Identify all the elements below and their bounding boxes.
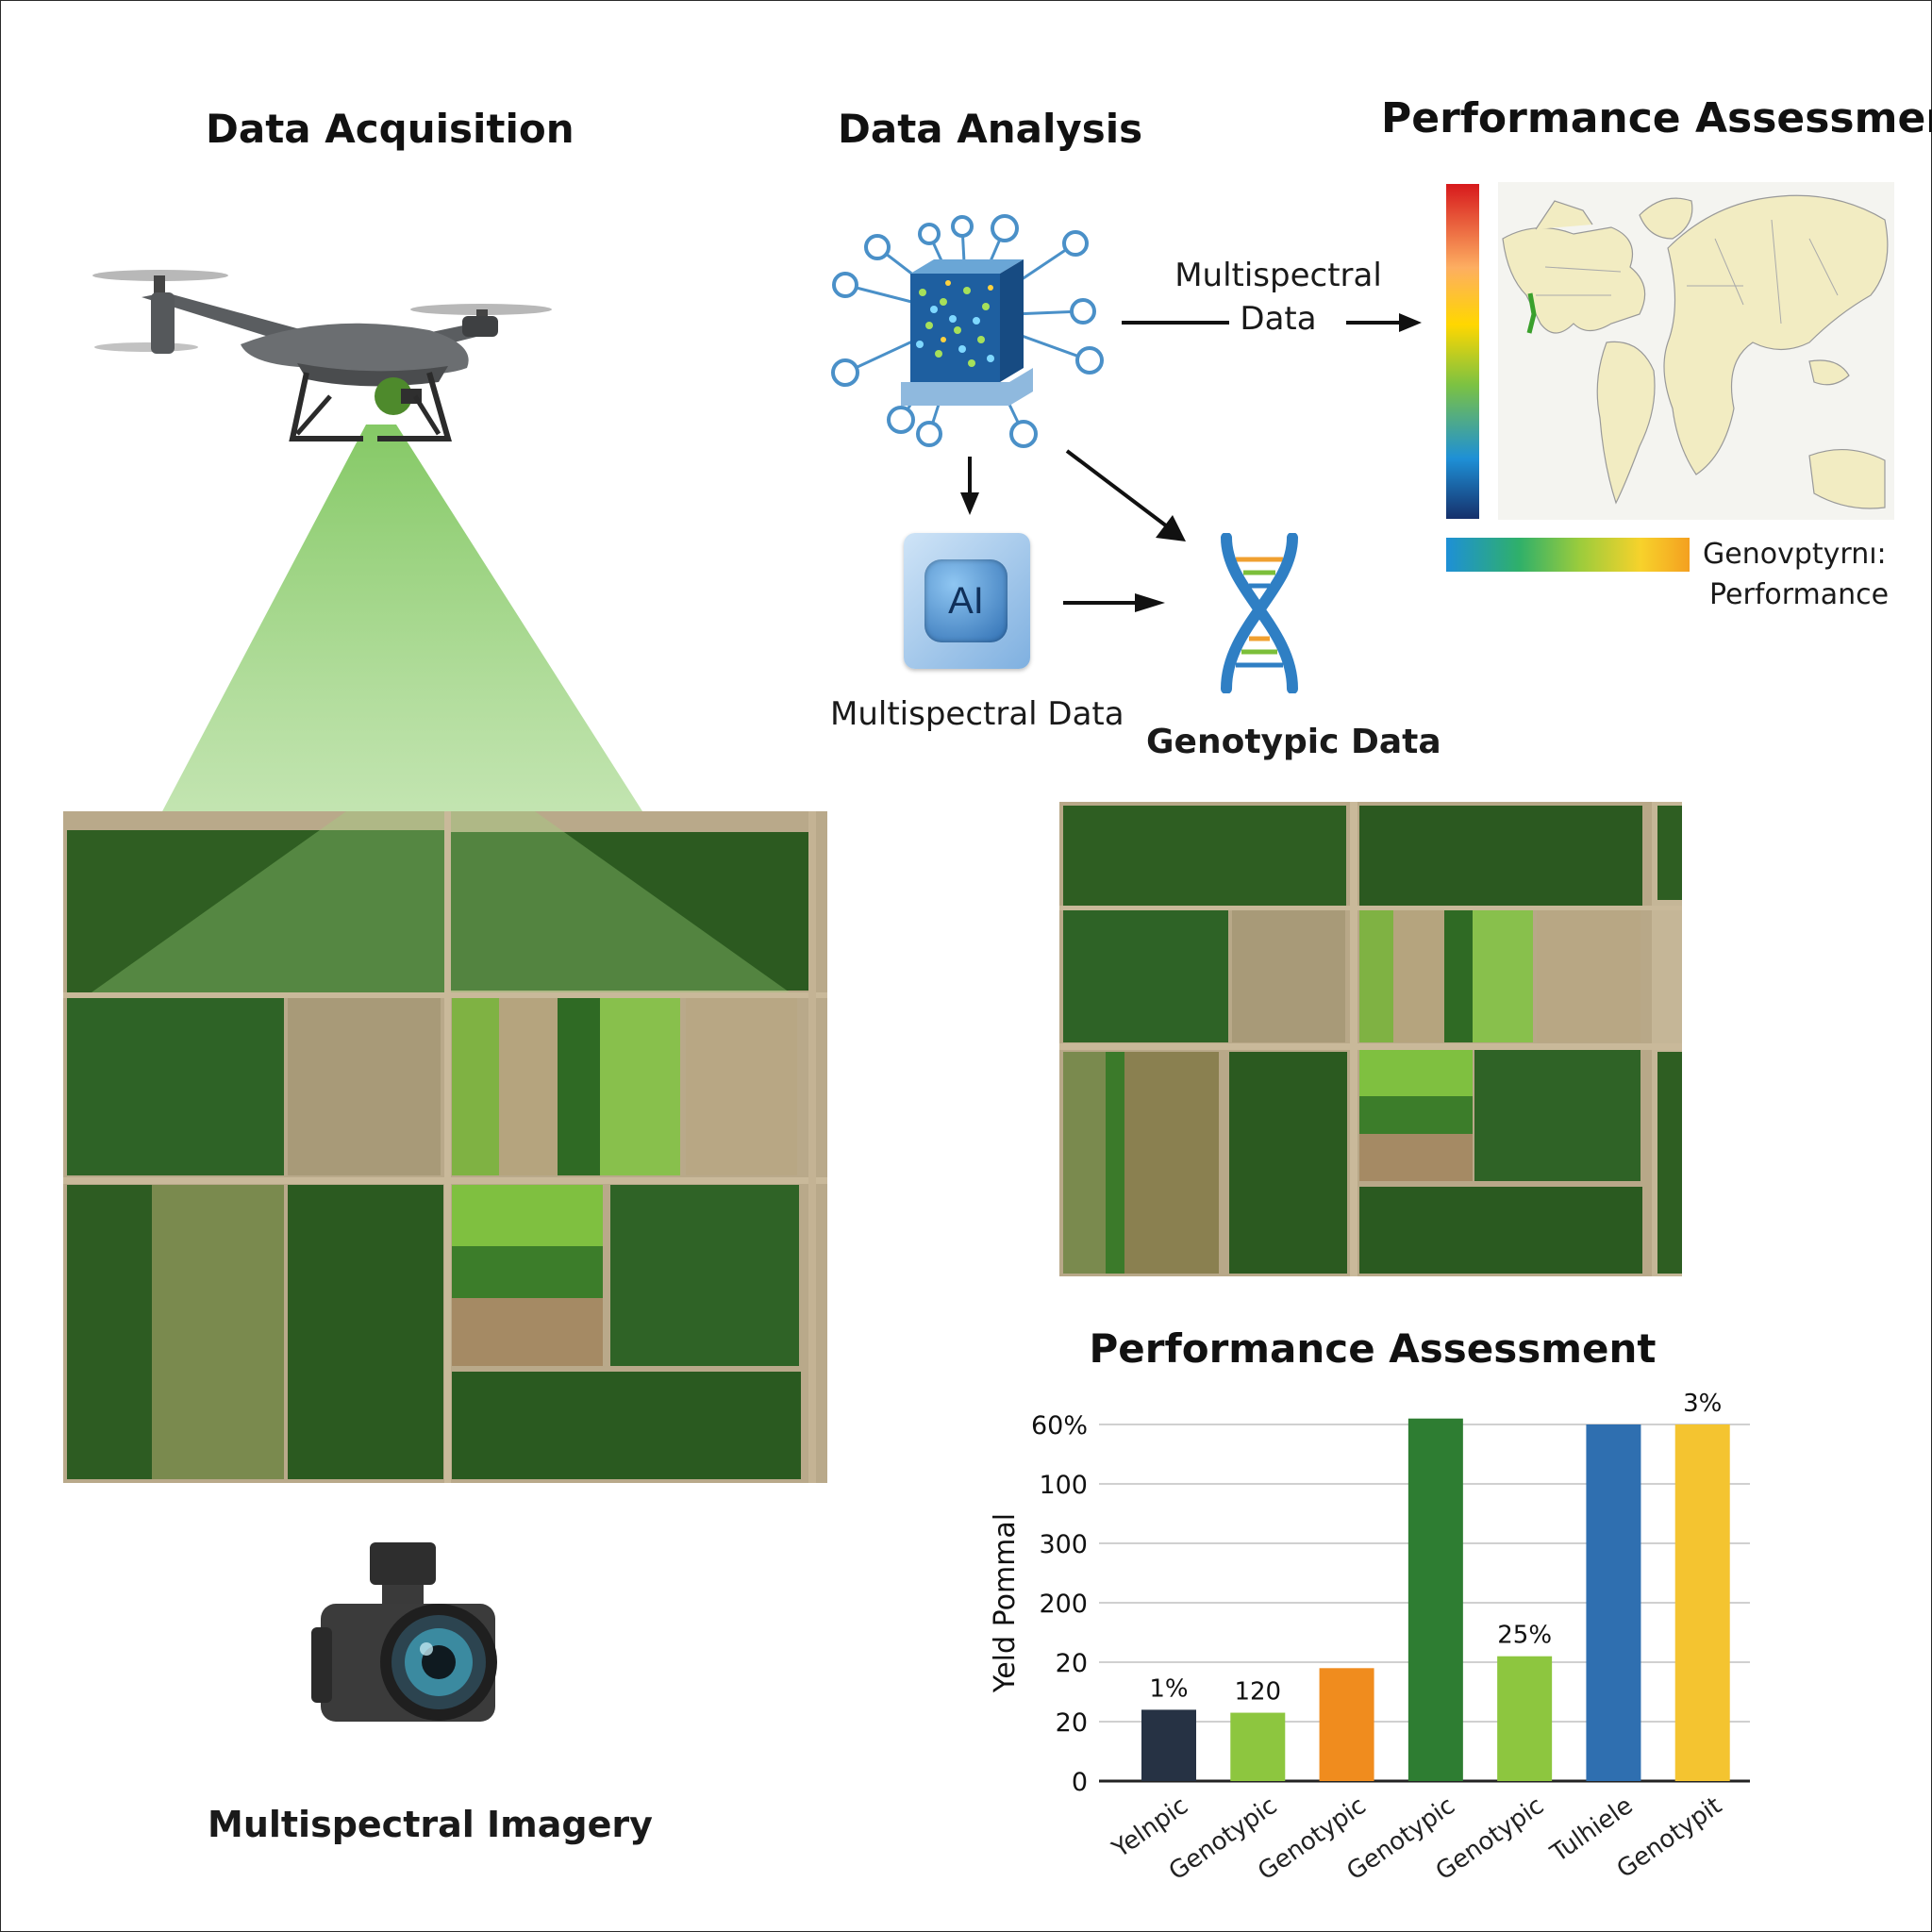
colorbar-label-line2: Performance xyxy=(1709,578,1890,611)
dna-helix-icon xyxy=(1221,533,1298,693)
arrow-to-ai xyxy=(960,457,979,515)
arrow-to-dna-diagonal xyxy=(1065,449,1186,541)
aerial-field-image-small xyxy=(1059,802,1682,1276)
bar-1 xyxy=(1141,1709,1196,1781)
bar-3 xyxy=(1319,1668,1374,1781)
bar-chart-title: Performance Assessment xyxy=(1089,1325,1657,1372)
ai-chip-label: AI xyxy=(948,580,984,622)
camera-caption: Multispectral Imagery xyxy=(208,1804,653,1845)
data-analysis-title: Data Analysis xyxy=(838,106,1143,152)
y-tick-label: 200 xyxy=(1039,1590,1088,1619)
bar-data-label: 25% xyxy=(1497,1622,1552,1650)
dna-caption: Genotypic Data xyxy=(1146,723,1441,761)
y-tick-label: 20 xyxy=(1056,1649,1088,1678)
camera-icon xyxy=(311,1542,497,1722)
bar-2 xyxy=(1230,1712,1286,1781)
vertical-color-scale xyxy=(1446,184,1479,519)
performance-assessment-title: Performance Assessment xyxy=(1381,94,1932,142)
y-tick-label: 20 xyxy=(1056,1708,1088,1738)
bar-5 xyxy=(1497,1656,1553,1781)
horizontal-color-scale xyxy=(1446,538,1690,572)
arrow-label-line2: Data xyxy=(1240,300,1317,338)
y-tick-label: 0 xyxy=(1072,1768,1088,1797)
y-tick-label: 100 xyxy=(1039,1471,1088,1500)
ai-caption: Multispectral Data xyxy=(830,695,1124,733)
bar-data-label: 120 xyxy=(1234,1678,1281,1707)
ai-chip-core xyxy=(924,559,1008,642)
data-cube-network-icon xyxy=(831,214,1104,448)
arrow-ai-to-dna xyxy=(1063,593,1165,612)
bar-7 xyxy=(1674,1424,1730,1781)
y-tick-label: 300 xyxy=(1039,1530,1088,1559)
y-axis-label: Yeld Pommal xyxy=(989,1513,1022,1693)
bar-data-label: 1% xyxy=(1149,1674,1188,1703)
bar-data-label: 3% xyxy=(1683,1390,1722,1418)
bar-6 xyxy=(1586,1424,1641,1781)
data-acquisition-title: Data Acquisition xyxy=(206,106,575,152)
arrow-label-line1: Multispectral xyxy=(1174,257,1382,294)
arrow-to-map-b xyxy=(1346,313,1422,332)
arrow-to-map-a xyxy=(1122,321,1229,325)
bar-4 xyxy=(1407,1418,1463,1781)
y-tick-label: 60% xyxy=(1031,1411,1088,1441)
ai-chip-icon: AI xyxy=(904,533,1030,669)
drone-icon xyxy=(92,270,552,441)
colorbar-label-line1: Genovptyrnı: xyxy=(1703,538,1887,571)
world-map xyxy=(1498,182,1894,520)
aerial-field-image-large xyxy=(63,811,827,1483)
